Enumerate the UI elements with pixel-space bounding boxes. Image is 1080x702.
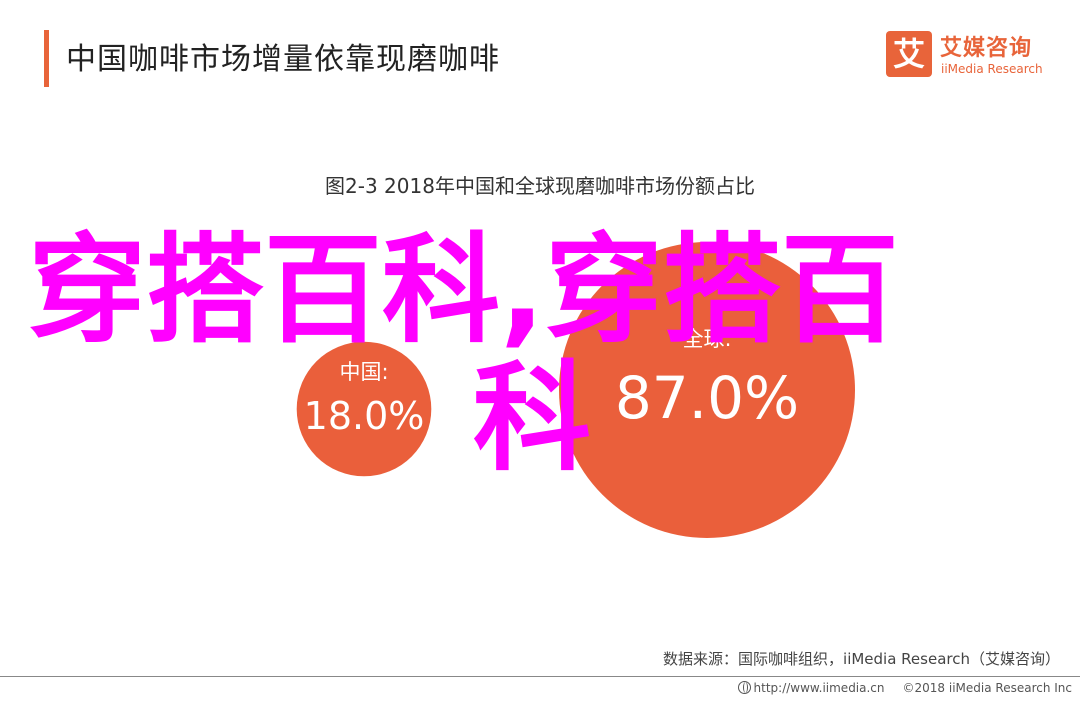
footer: http://www.iimedia.cn ©2018 iiMedia Resea…	[737, 681, 1072, 695]
data-source: 数据来源：国际咖啡组织，iiMedia Research（艾媒咨询）	[663, 650, 1060, 668]
globe-icon	[737, 681, 751, 694]
logo-en-text: iiMedia Research	[941, 62, 1043, 76]
bubble-2-name: 全球:	[682, 327, 731, 351]
bubble-1-value: 18.0%	[304, 394, 425, 438]
bubble-1-name: 中国:	[339, 360, 388, 384]
header-accent-bar	[44, 30, 49, 87]
footer-divider	[0, 676, 1080, 677]
logo-mark-icon: 艾	[886, 31, 932, 77]
bubble-2	[559, 242, 855, 538]
footer-copyright: ©2018 iiMedia Research Inc	[902, 681, 1072, 695]
chart-title: 图2-3 2018年中国和全球现磨咖啡市场份额占比	[325, 174, 755, 198]
bubble-2-value: 87.0%	[615, 364, 799, 432]
logo-cn-text: 艾媒咨询	[940, 36, 1033, 61]
iimedia-logo: 艾 艾媒咨询 iiMedia Research	[886, 28, 1056, 84]
page-title: 中国咖啡市场增量依靠现磨咖啡	[66, 42, 500, 77]
footer-url[interactable]: http://www.iimedia.cn	[753, 681, 885, 695]
bubble-1	[296, 341, 432, 477]
